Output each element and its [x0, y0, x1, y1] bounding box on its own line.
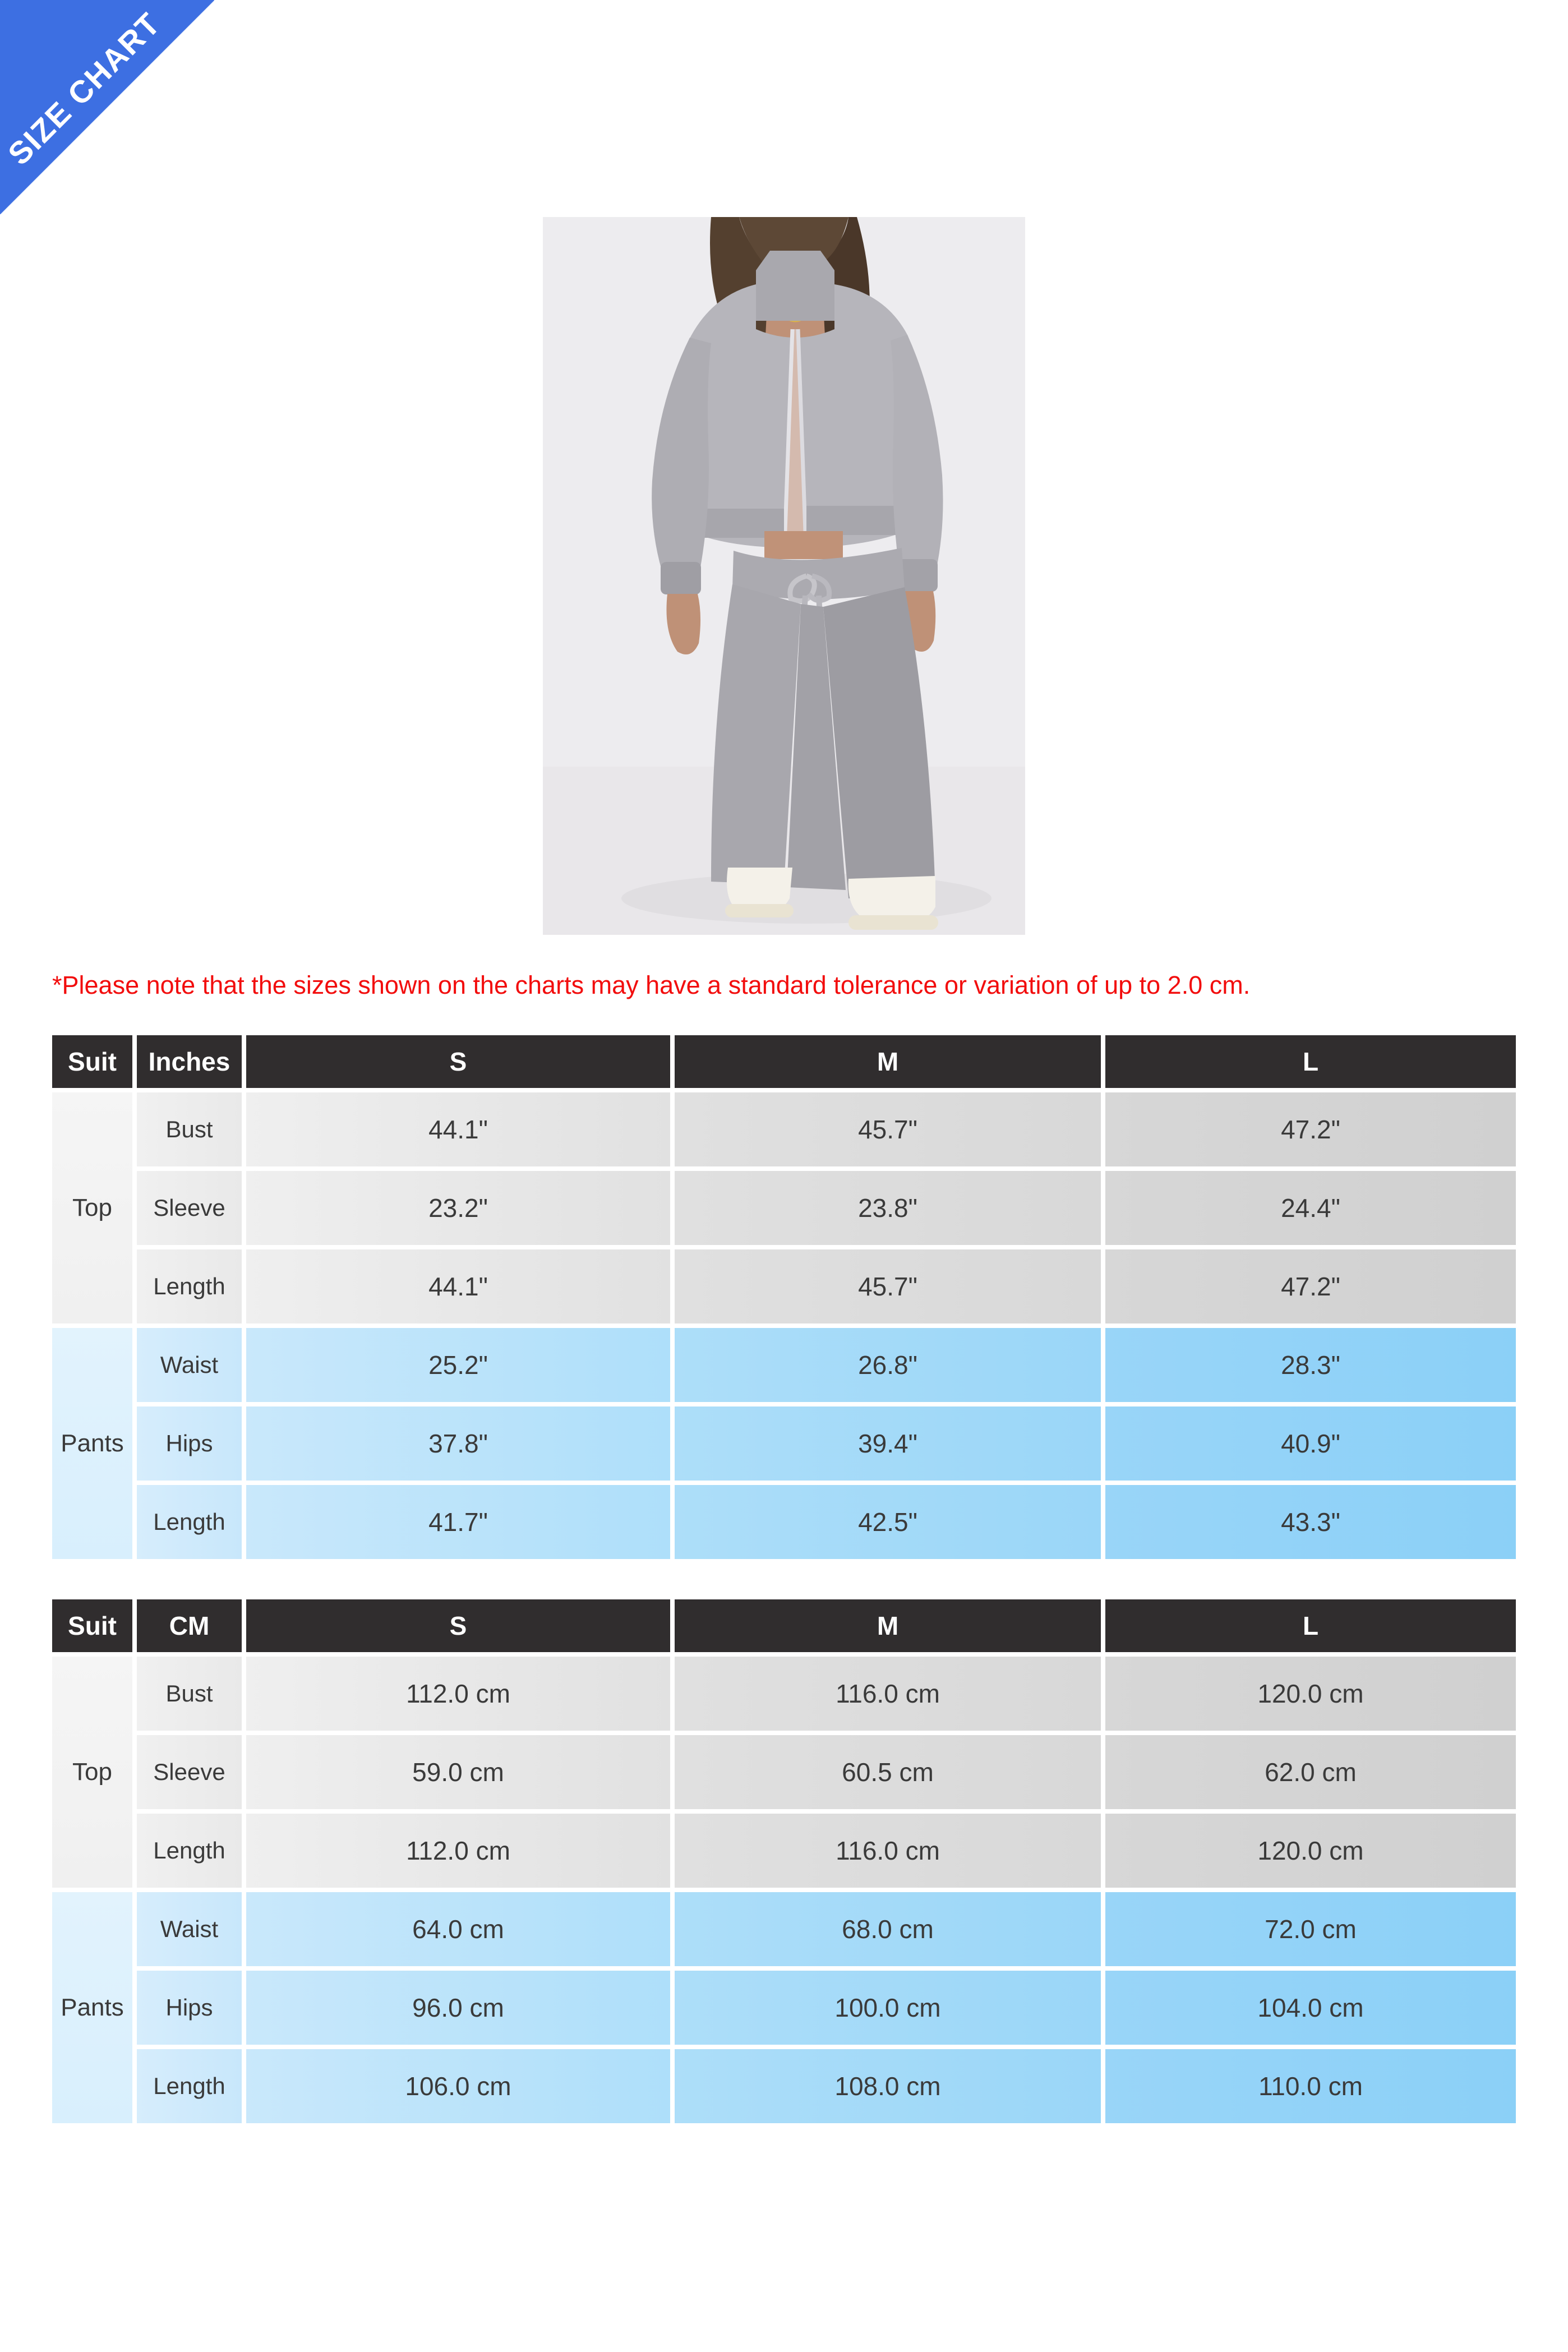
- size-value-cell: 40.9": [1105, 1406, 1516, 1481]
- size-value-cell: 64.0 cm: [246, 1892, 670, 1966]
- size-value-cell: 100.0 cm: [675, 1971, 1101, 2045]
- section-label-pants: Pants: [52, 1328, 132, 1559]
- size-value-cell: 112.0 cm: [246, 1814, 670, 1888]
- measure-label: Length: [137, 1814, 242, 1888]
- size-value-cell: 68.0 cm: [675, 1892, 1101, 1966]
- size-col-header-s: S: [246, 1035, 670, 1088]
- size-value-cell: 47.2": [1105, 1092, 1516, 1166]
- model-illustration: [543, 217, 1025, 935]
- measure-label: Waist: [137, 1328, 242, 1402]
- size-value-cell: 96.0 cm: [246, 1971, 670, 2045]
- size-value-cell: 25.2": [246, 1328, 670, 1402]
- size-table-cm: Suit CM S M L Top Bust 112.0 cm 116.0 cm…: [52, 1599, 1516, 2123]
- size-value-cell: 42.5": [675, 1485, 1101, 1559]
- measure-label: Bust: [137, 1657, 242, 1731]
- section-label-top: Top: [52, 1657, 132, 1888]
- measure-label: Bust: [137, 1092, 242, 1166]
- size-value-cell: 24.4": [1105, 1171, 1516, 1245]
- size-value-cell: 26.8": [675, 1328, 1101, 1402]
- measure-label: Length: [137, 1249, 242, 1323]
- measure-label: Hips: [137, 1406, 242, 1481]
- size-value-cell: 23.8": [675, 1171, 1101, 1245]
- size-value-cell: 120.0 cm: [1105, 1814, 1516, 1888]
- section-label-pants: Pants: [52, 1892, 132, 2123]
- size-value-cell: 120.0 cm: [1105, 1657, 1516, 1731]
- size-value-cell: 108.0 cm: [675, 2049, 1101, 2123]
- unit-header: CM: [137, 1599, 242, 1652]
- size-value-cell: 28.3": [1105, 1328, 1516, 1402]
- product-photo: [543, 217, 1025, 935]
- size-value-cell: 41.7": [246, 1485, 670, 1559]
- size-table-inches: Suit Inches S M L Top Bust 44.1" 45.7" 4…: [52, 1035, 1516, 1559]
- measure-label: Length: [137, 2049, 242, 2123]
- size-value-cell: 44.1": [246, 1249, 670, 1323]
- size-value-cell: 45.7": [675, 1092, 1101, 1166]
- size-value-cell: 23.2": [246, 1171, 670, 1245]
- measure-label: Waist: [137, 1892, 242, 1966]
- size-value-cell: 37.8": [246, 1406, 670, 1481]
- measure-label: Sleeve: [137, 1735, 242, 1809]
- size-value-cell: 39.4": [675, 1406, 1101, 1481]
- size-value-cell: 106.0 cm: [246, 2049, 670, 2123]
- size-value-cell: 60.5 cm: [675, 1735, 1101, 1809]
- size-value-cell: 116.0 cm: [675, 1814, 1101, 1888]
- size-value-cell: 59.0 cm: [246, 1735, 670, 1809]
- measure-label: Length: [137, 1485, 242, 1559]
- size-value-cell: 44.1": [246, 1092, 670, 1166]
- size-value-cell: 45.7": [675, 1249, 1101, 1323]
- measure-label: Sleeve: [137, 1171, 242, 1245]
- size-value-cell: 104.0 cm: [1105, 1971, 1516, 2045]
- size-value-cell: 116.0 cm: [675, 1657, 1101, 1731]
- tolerance-note: *Please note that the sizes shown on the…: [52, 971, 1251, 999]
- size-value-cell: 72.0 cm: [1105, 1892, 1516, 1966]
- size-col-header-m: M: [675, 1035, 1101, 1088]
- ribbon-label: SIZE CHART: [1, 5, 168, 172]
- size-value-cell: 47.2": [1105, 1249, 1516, 1323]
- section-label-top: Top: [52, 1092, 132, 1323]
- measure-label: Hips: [137, 1971, 242, 2045]
- corner-header: Suit: [52, 1599, 132, 1652]
- corner-header: Suit: [52, 1035, 132, 1088]
- size-value-cell: 110.0 cm: [1105, 2049, 1516, 2123]
- size-col-header-s: S: [246, 1599, 670, 1652]
- size-col-header-l: L: [1105, 1035, 1516, 1088]
- size-chart-ribbon: SIZE CHART: [0, 0, 214, 214]
- size-col-header-m: M: [675, 1599, 1101, 1652]
- size-value-cell: 43.3": [1105, 1485, 1516, 1559]
- size-value-cell: 112.0 cm: [246, 1657, 670, 1731]
- size-value-cell: 62.0 cm: [1105, 1735, 1516, 1809]
- size-col-header-l: L: [1105, 1599, 1516, 1652]
- unit-header: Inches: [137, 1035, 242, 1088]
